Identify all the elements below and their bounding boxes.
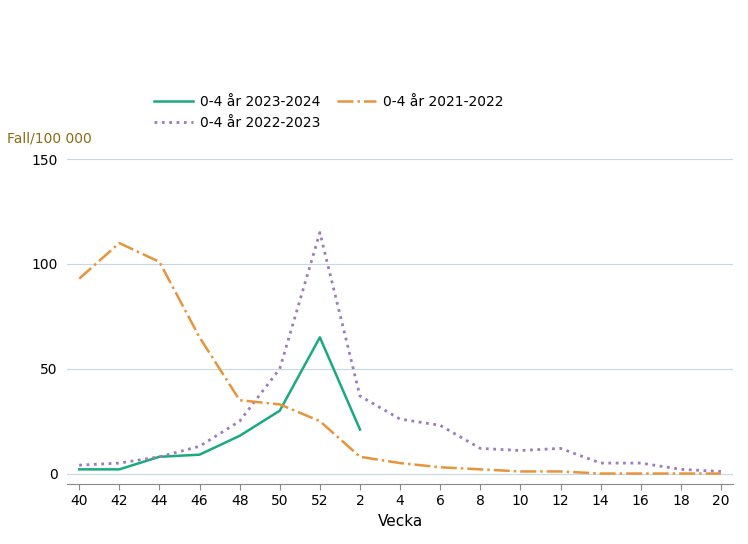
0-4 år 2022-2023: [235, 418, 244, 424]
0-4 år 2023-2024: [275, 407, 284, 414]
0-4 år 2022-2023: [115, 460, 124, 466]
0-4 år 2021-2022: [435, 464, 444, 471]
0-4 år 2021-2022: [676, 470, 685, 477]
0-4 år 2021-2022: [275, 401, 284, 407]
X-axis label: Vecka: Vecka: [378, 514, 423, 529]
0-4 år 2022-2023: [435, 422, 444, 429]
0-4 år 2021-2022: [75, 275, 84, 282]
Line: 0-4 år 2022-2023: 0-4 år 2022-2023: [79, 232, 721, 472]
0-4 år 2021-2022: [316, 418, 325, 424]
0-4 år 2021-2022: [396, 460, 405, 466]
Line: 0-4 år 2021-2022: 0-4 år 2021-2022: [79, 243, 721, 473]
0-4 år 2022-2023: [316, 229, 325, 236]
0-4 år 2022-2023: [556, 445, 565, 452]
0-4 år 2022-2023: [476, 445, 485, 452]
Text: Fall/100 000: Fall/100 000: [7, 132, 92, 145]
0-4 år 2022-2023: [717, 468, 726, 475]
0-4 år 2023-2024: [195, 452, 204, 458]
0-4 år 2023-2024: [155, 454, 164, 460]
0-4 år 2021-2022: [155, 258, 164, 265]
0-4 år 2022-2023: [75, 462, 84, 468]
0-4 år 2023-2024: [75, 466, 84, 473]
Line: 0-4 år 2023-2024: 0-4 år 2023-2024: [79, 337, 360, 469]
0-4 år 2022-2023: [155, 454, 164, 460]
0-4 år 2023-2024: [316, 334, 325, 341]
0-4 år 2021-2022: [596, 470, 605, 477]
0-4 år 2021-2022: [355, 454, 364, 460]
0-4 år 2023-2024: [115, 466, 124, 473]
0-4 år 2021-2022: [637, 470, 646, 477]
0-4 år 2022-2023: [195, 443, 204, 449]
Legend: 0-4 år 2023-2024, 0-4 år 2022-2023, 0-4 år 2021-2022: 0-4 år 2023-2024, 0-4 år 2022-2023, 0-4 …: [154, 95, 503, 130]
0-4 år 2023-2024: [235, 432, 244, 439]
0-4 år 2021-2022: [516, 468, 525, 475]
0-4 år 2021-2022: [115, 240, 124, 246]
0-4 år 2021-2022: [476, 466, 485, 473]
0-4 år 2021-2022: [556, 468, 565, 475]
0-4 år 2022-2023: [396, 416, 405, 422]
0-4 år 2021-2022: [235, 397, 244, 404]
0-4 år 2021-2022: [717, 470, 726, 477]
0-4 år 2023-2024: [355, 426, 364, 433]
0-4 år 2022-2023: [637, 460, 646, 466]
0-4 år 2022-2023: [676, 466, 685, 473]
0-4 år 2022-2023: [596, 460, 605, 466]
0-4 år 2021-2022: [195, 334, 204, 341]
0-4 år 2022-2023: [516, 447, 525, 454]
0-4 år 2022-2023: [355, 393, 364, 399]
0-4 år 2022-2023: [275, 366, 284, 372]
